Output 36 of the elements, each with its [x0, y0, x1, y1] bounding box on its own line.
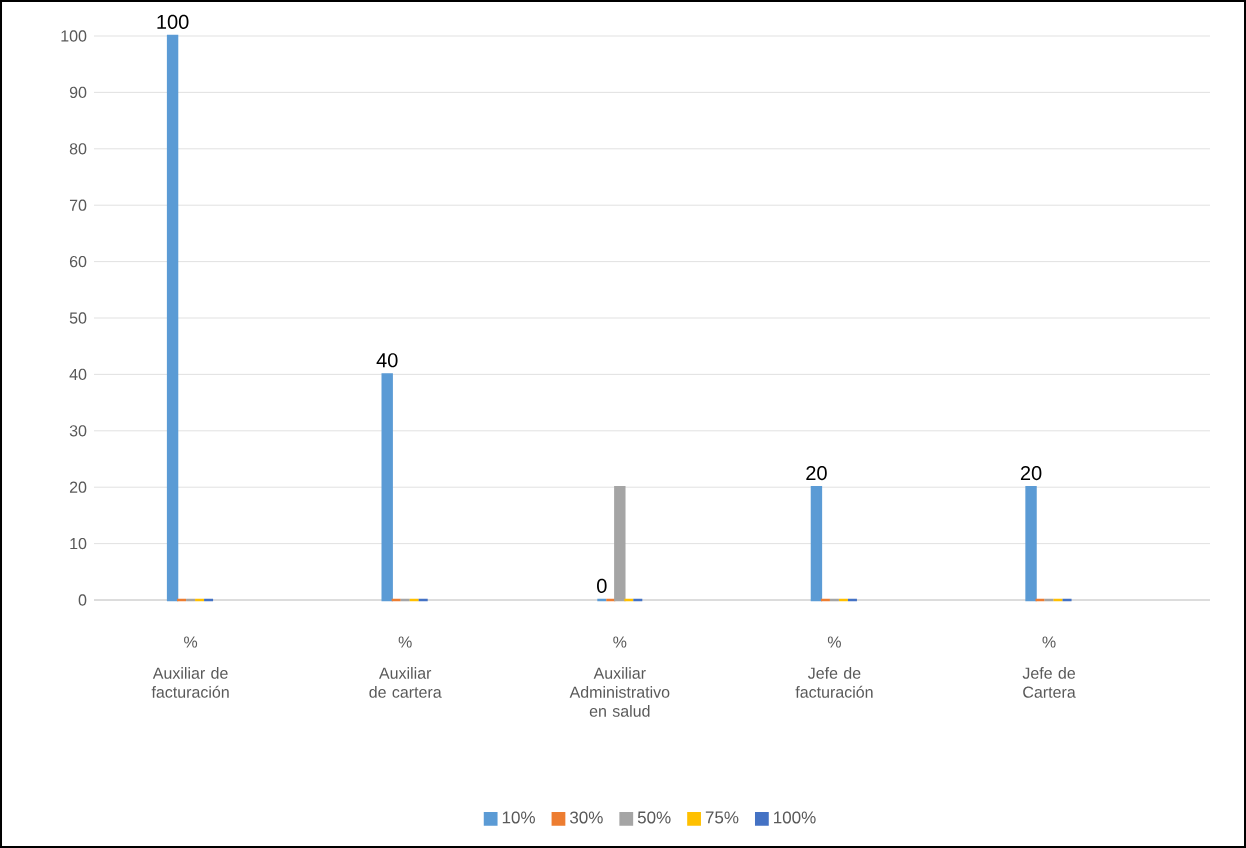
bar	[810, 486, 823, 602]
y-tick-label: 10	[70, 537, 87, 550]
y-tick-label: 90	[69, 86, 87, 99]
x-tick-label: Auxiliar de facturación	[151, 667, 229, 698]
text: %	[1042, 636, 1056, 648]
legend-label: 10%	[502, 811, 535, 824]
y-tick-label: 60	[69, 255, 87, 268]
y-tick-label: 0	[78, 594, 87, 606]
bar	[381, 373, 393, 602]
x-tick-label: Auxiliar de cartera	[369, 667, 442, 698]
data-label: 40	[376, 353, 398, 368]
data-label: 20	[806, 465, 827, 481]
y-tick-label: 100	[61, 30, 87, 42]
text: %	[398, 636, 412, 648]
y-tick-label: 80	[69, 143, 87, 155]
y-tick-label: 50	[69, 312, 87, 324]
data-label: 20	[1020, 465, 1042, 481]
y-tick-label: 70	[69, 199, 87, 211]
text: %	[184, 636, 198, 648]
bar	[614, 486, 626, 602]
bar	[166, 34, 179, 602]
legend-label: 100%	[774, 811, 816, 824]
legend-label: 50%	[637, 811, 671, 824]
text: %	[613, 636, 627, 648]
legend-label: 30%	[570, 811, 603, 824]
legend-label: 75%	[705, 811, 739, 824]
data-label: 100	[157, 14, 189, 29]
bar	[1025, 486, 1037, 602]
text: %	[827, 636, 841, 648]
y-tick-label: 20	[69, 481, 87, 493]
y-tick-label: 30	[69, 425, 87, 437]
x-tick-label: Jefe de facturación	[795, 667, 873, 698]
y-tick-label: 40	[69, 368, 87, 381]
x-tick-label: Auxiliar Administrativo en salud	[569, 667, 670, 717]
data-label: 0	[597, 578, 607, 593]
x-tick-label: Jefe de Cartera	[1022, 667, 1076, 698]
